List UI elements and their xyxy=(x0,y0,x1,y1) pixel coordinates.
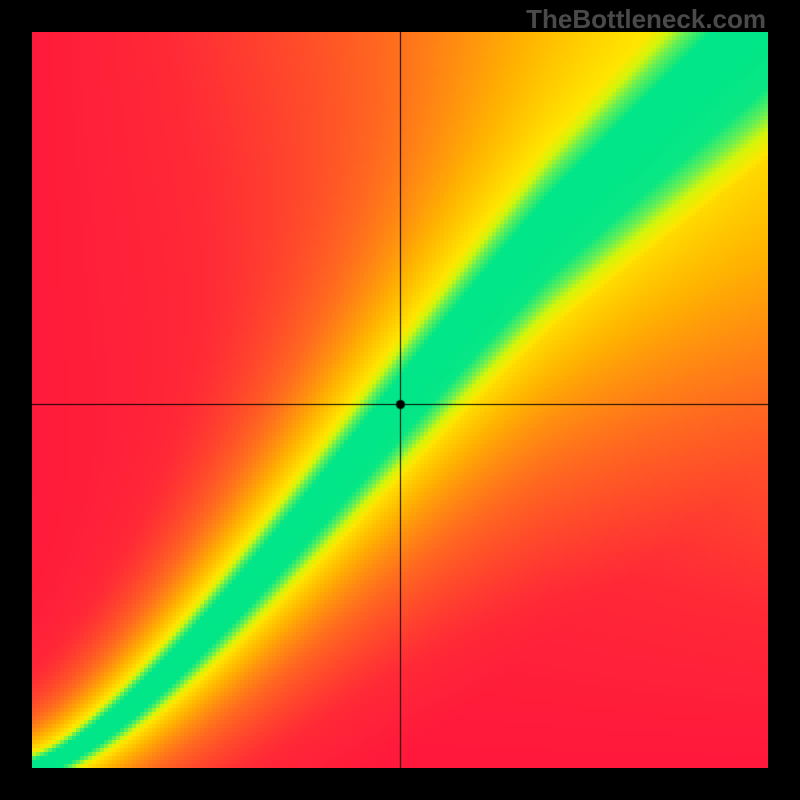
source-watermark: TheBottleneck.com xyxy=(526,4,766,35)
crosshair-overlay xyxy=(32,32,768,768)
chart-container: TheBottleneck.com xyxy=(0,0,800,800)
